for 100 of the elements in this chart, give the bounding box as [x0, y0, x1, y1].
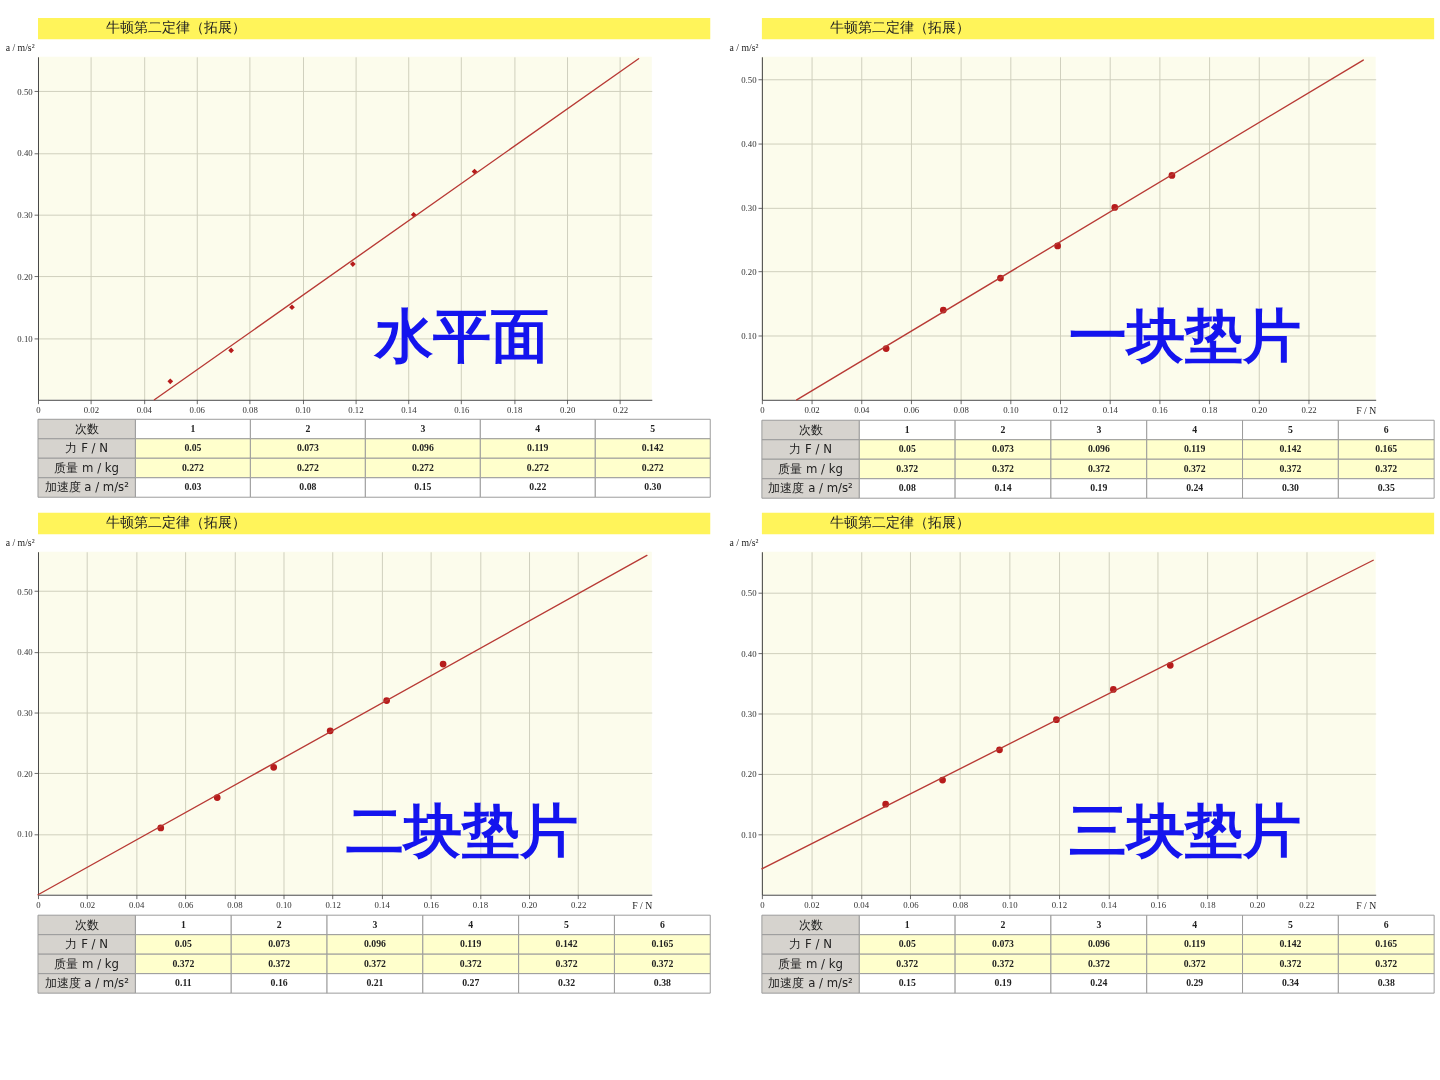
- text: 4: [535, 422, 541, 434]
- text: 0.372: [651, 957, 674, 969]
- text: 0.096: [1087, 443, 1110, 455]
- x-tick-label: 0.04: [854, 404, 871, 415]
- text: 0.142: [1279, 938, 1302, 950]
- point: [270, 763, 278, 771]
- text: 0.03: [184, 481, 202, 493]
- text: 0.142: [555, 938, 578, 950]
- y-tick-label: 0.30: [741, 709, 758, 720]
- y-axis-title: a / m/s²: [729, 537, 759, 549]
- text: 0.19: [994, 977, 1012, 989]
- text: 6: [1383, 918, 1389, 930]
- text: 0.073: [992, 938, 1015, 950]
- x-axis-title: F / N: [632, 899, 653, 911]
- text: 次数: [74, 421, 99, 436]
- x-tick-label: 0.14: [1101, 899, 1118, 910]
- text: 力 F / N: [65, 937, 108, 952]
- text: 0.21: [366, 977, 384, 989]
- x-tick-label: 0.06: [903, 404, 920, 415]
- text: 0.32: [558, 977, 576, 989]
- text: 0.372: [172, 957, 195, 969]
- y-tick-label: 0.50: [17, 86, 34, 97]
- text: 0.35: [1377, 482, 1395, 494]
- x-tick-label: 0.10: [1002, 899, 1019, 910]
- text: 质量 m / kg: [54, 956, 120, 971]
- y-tick-label: 0.50: [17, 586, 34, 597]
- y-tick-label: 0.40: [17, 647, 34, 658]
- text: 质量 m / kg: [54, 460, 120, 475]
- text: 0.29: [1186, 977, 1204, 989]
- text: 5: [564, 918, 570, 930]
- annotation: 水平面: [372, 301, 549, 370]
- text: 0.34: [1281, 977, 1300, 989]
- text: 0.272: [641, 461, 664, 473]
- x-tick-label: 0.18: [507, 404, 523, 415]
- text: 2: [1000, 918, 1006, 930]
- x-tick-label: 0.12: [325, 899, 341, 910]
- text: 0.15: [898, 977, 916, 989]
- text: 次数: [798, 917, 823, 932]
- y-tick-label: 0.20: [741, 267, 758, 278]
- text: 0.16: [270, 977, 288, 989]
- x-tick-label: 0.08: [952, 899, 969, 910]
- y-tick-label: 0.40: [741, 648, 758, 659]
- text: 0.05: [898, 443, 916, 455]
- text: 0.05: [174, 938, 192, 950]
- x-tick-label: 0.16: [1150, 899, 1167, 910]
- text: 0.24: [1186, 482, 1204, 494]
- text: 3: [372, 918, 378, 930]
- y-tick-label: 0.10: [741, 829, 758, 840]
- x-tick-label: 0.04: [136, 404, 153, 415]
- point: [289, 304, 295, 311]
- text: 0.30: [1281, 482, 1300, 494]
- point: [439, 660, 447, 668]
- text: 质量 m / kg: [778, 956, 843, 971]
- text: 1: [904, 423, 910, 435]
- text: 0.14: [994, 482, 1012, 494]
- y-tick-label: 0.10: [17, 333, 34, 344]
- x-tick-label: 0.02: [804, 404, 820, 415]
- x-tick-label: 0: [760, 899, 766, 910]
- y-tick-label: 0.30: [17, 708, 34, 719]
- text: 1: [180, 918, 186, 930]
- text: 0.08: [898, 482, 916, 494]
- y-tick-label: 0.50: [741, 74, 758, 85]
- text: 0.05: [184, 442, 202, 454]
- text: 加速度 a / m/s²: [768, 976, 853, 991]
- x-tick-label: 0.20: [1249, 899, 1266, 910]
- x-tick-label: 0.14: [1102, 404, 1119, 415]
- text: 0.372: [459, 957, 482, 969]
- x-axis-title: F / N: [1356, 404, 1377, 416]
- text: 3: [420, 422, 426, 434]
- x-tick-label: 0.12: [1051, 899, 1068, 910]
- x-tick-label: 0.16: [423, 899, 440, 910]
- x-tick-label: 0.16: [1152, 404, 1169, 415]
- text: 0.096: [1087, 938, 1110, 950]
- chart-title: 牛顿第二定律（拓展）: [830, 19, 971, 36]
- text: 0.08: [299, 481, 317, 493]
- text: 0.165: [651, 938, 674, 950]
- text: 3: [1096, 423, 1102, 435]
- text: 次数: [74, 917, 99, 932]
- text: 2: [305, 422, 311, 434]
- text: 0.372: [1279, 957, 1302, 969]
- x-tick-label: 0.10: [276, 899, 293, 910]
- x-tick-label: 0.16: [454, 404, 471, 415]
- text: 5: [1288, 918, 1294, 930]
- text: 0.119: [1183, 443, 1206, 455]
- x-tick-label: 0.04: [853, 899, 870, 910]
- y-axis-title: a / m/s²: [5, 537, 35, 549]
- x-tick-label: 0.20: [559, 404, 576, 415]
- text: 力 F / N: [789, 442, 832, 457]
- text: 0.165: [1375, 443, 1398, 455]
- text: 0.073: [296, 442, 319, 454]
- x-tick-label: 0.22: [1301, 404, 1317, 415]
- text: 0.05: [898, 938, 916, 950]
- text: 0.372: [268, 957, 291, 969]
- x-tick-label: 0.20: [1251, 404, 1268, 415]
- text: 0.372: [1183, 462, 1206, 474]
- text: 4: [468, 918, 474, 930]
- text: 0.372: [1375, 957, 1398, 969]
- text: 0.11: [175, 977, 192, 989]
- x-tick-label: 0.12: [1052, 404, 1069, 415]
- x-tick-label: 0.22: [1299, 899, 1315, 910]
